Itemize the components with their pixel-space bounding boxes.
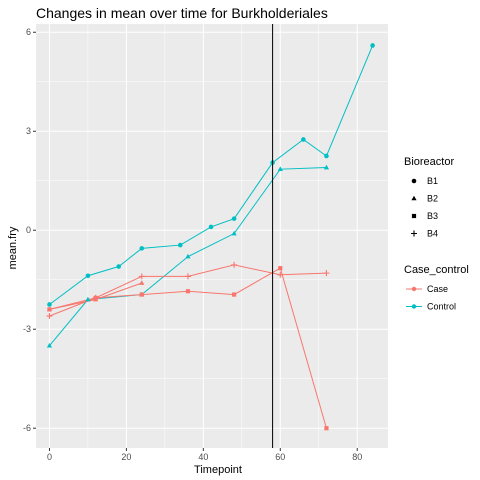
data-point-case-b4 — [184, 273, 191, 280]
data-point-control-b1 — [301, 137, 306, 142]
data-point-control-b2 — [277, 166, 283, 171]
data-point-control-b2 — [323, 164, 330, 170]
legend-label-b1: B1 — [427, 176, 438, 186]
x-axis-ticks: 0 20 40 60 80 — [47, 448, 362, 462]
plot-panel — [36, 24, 388, 448]
legend-label-b4: B4 — [427, 229, 438, 239]
data-point-control-b1 — [139, 246, 145, 251]
x-axis-title: Timepoint — [194, 464, 242, 476]
x-tick-label: 80 — [352, 452, 362, 462]
data-point-control-b1 — [324, 153, 329, 159]
x-tick-label: 20 — [121, 452, 131, 462]
data-point-case-b4 — [138, 273, 145, 280]
y-axis-ticks: -6 -3 0 3 6 — [23, 27, 36, 433]
y-tick-label: -3 — [23, 324, 31, 334]
data-point-case-b3 — [278, 266, 283, 271]
data-point-control-b2 — [231, 230, 237, 236]
legend-key-b3 — [411, 213, 417, 219]
legend-label-case: Case — [427, 284, 448, 294]
data-point-case-b3 — [185, 289, 191, 294]
legend-key-point-control — [411, 304, 417, 309]
data-point-control-b1 — [208, 224, 214, 230]
x-tick-label: 60 — [275, 452, 285, 462]
data-point-control-b2 — [185, 253, 191, 259]
y-tick-label: -6 — [23, 423, 31, 433]
y-tick-label: 0 — [26, 225, 31, 235]
data-point-case-b2 — [139, 280, 145, 285]
data-point-case-b4 — [277, 271, 284, 278]
data-point-case-b4 — [46, 313, 53, 320]
series-points — [46, 43, 375, 431]
legend-key-b2 — [411, 195, 417, 201]
data-point-control-b1 — [47, 302, 52, 307]
grid-minor — [36, 24, 388, 448]
data-point-control-b2 — [85, 296, 91, 302]
data-point-case-b4 — [92, 294, 99, 301]
data-point-case-b3 — [324, 426, 329, 431]
y-tick-label: 6 — [26, 27, 31, 37]
y-axis-title: mean.fry — [7, 226, 19, 269]
legend-case-control-title: Case_control — [404, 264, 469, 276]
legend-case-control: Case_control Case Control — [404, 264, 469, 312]
legend-key-b4 — [411, 230, 417, 237]
legend-key-point-case — [411, 286, 417, 292]
legend-key-b1 — [411, 178, 417, 184]
data-point-control-b1 — [85, 273, 91, 279]
legend-bioreactor: Bioreactor B1 B2 B3 B4 — [404, 156, 454, 239]
x-tick-label: 0 — [47, 452, 52, 462]
y-tick-label: 3 — [26, 126, 31, 136]
legend-label-b3: B3 — [427, 211, 438, 221]
x-tick-label: 40 — [198, 452, 208, 462]
data-point-control-b2 — [46, 342, 53, 348]
data-point-case-b3 — [47, 307, 52, 312]
data-point-case-b3 — [232, 292, 237, 297]
grid-major — [36, 24, 388, 448]
data-point-case-b4 — [231, 261, 238, 268]
data-point-case-b4 — [323, 270, 330, 277]
data-point-control-b1 — [177, 242, 183, 248]
legend-label-control: Control — [427, 302, 456, 312]
data-point-case-b3 — [139, 292, 144, 297]
legend-bioreactor-title: Bioreactor — [404, 156, 454, 168]
data-point-control-b1 — [370, 43, 375, 48]
data-point-control-b1 — [116, 264, 122, 269]
chart-title: Changes in mean over time for Burkholder… — [36, 5, 328, 21]
data-point-control-b1 — [231, 216, 237, 221]
legend-label-b2: B2 — [427, 194, 438, 204]
